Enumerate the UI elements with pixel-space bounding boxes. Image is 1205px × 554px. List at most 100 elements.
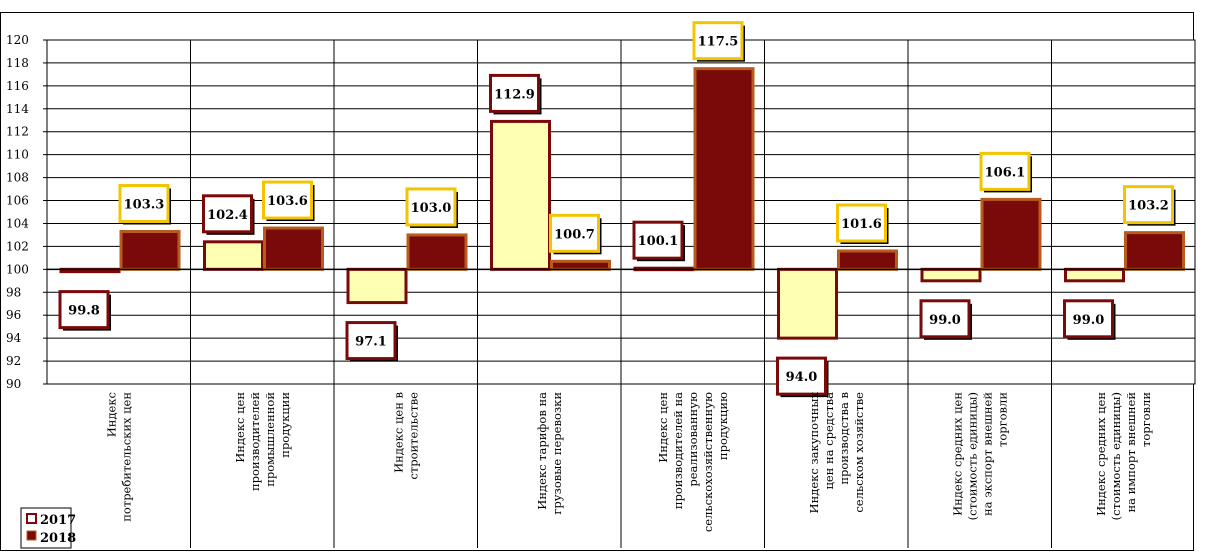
category-label-6-1: (стоимость единицы): [965, 392, 979, 520]
category-dividers: [190, 40, 1052, 548]
category-label-3-0: Индекс тарифов на: [535, 392, 549, 510]
category-label-5-3: сельском хозяйстве: [852, 392, 866, 513]
y-tick-label-118: 118: [6, 56, 29, 70]
category-label-7-1: (стоимость единицы): [1109, 392, 1123, 520]
y-tick-label-116: 116: [6, 79, 29, 93]
bar-2017-5: [777, 267, 838, 340]
category-label-4-1: производителей на: [671, 392, 685, 509]
data-label-2018-6-box: [979, 151, 1031, 191]
y-tick-label-112: 112: [6, 125, 29, 139]
category-label-7-3: торговли: [1139, 392, 1153, 447]
y-axis: 90 92 94 96 98 100 102 104 106 108 110 112 114 116 118…: [6, 33, 47, 391]
data-label-2018-1: 103.6: [267, 194, 308, 209]
data-label-2017-1-box: [202, 194, 253, 234]
data-label-2017-5: 94.0: [786, 370, 818, 385]
data-label-2018-7-box: [1123, 185, 1174, 225]
data-label-2018-0: 103.3: [124, 197, 165, 212]
data-label-2017-7-box: [1063, 299, 1114, 339]
data-label-2018-0-box: [118, 183, 170, 223]
y-tick-label-106: 106: [6, 194, 29, 208]
data-label-2017-3: 112.9: [494, 87, 535, 102]
category-label-5-2: производства в: [837, 392, 851, 485]
data-labels: 99.8 103.3 102.4 103.6 97.1 103.0 112.9 100.7 10…: [58, 21, 1176, 398]
data-label-2018-5-box: [836, 203, 887, 243]
data-label-2017-4-box: [632, 220, 684, 260]
bar-2017-1: [203, 240, 264, 271]
category-label-4-2: реализованную: [686, 392, 700, 487]
bar-2017-7: [1064, 267, 1125, 283]
bar-2017-2: [346, 267, 408, 305]
category-label-3-1: грузовые перевозки: [550, 392, 564, 515]
bar-2018-7: [1124, 231, 1185, 271]
data-label-2018-5: 101.6: [841, 217, 882, 232]
y-tick-label-100: 100: [6, 262, 29, 276]
category-label-6-2: на экспорт внешней: [980, 392, 994, 516]
legend-swatch-2018: [26, 530, 37, 541]
bar-2018-5: [837, 249, 898, 271]
data-label-2017-5-box: [776, 356, 827, 396]
category-label-1-2: промышленной: [263, 392, 277, 487]
y-tick-label-90: 90: [6, 377, 21, 391]
x-axis-labels: Индекс потребительских цен Индекс цен произ…: [104, 391, 1153, 532]
data-label-2017-6: 99.0: [929, 313, 961, 328]
bar-2018-6: [980, 197, 1042, 271]
category-label-7-2: на импорт внешней: [1124, 392, 1138, 513]
category-label-1-3: продукции: [278, 392, 292, 458]
category-label-7-0: Индекс средних цен: [1094, 392, 1108, 516]
data-label-2017-4: 100.1: [638, 234, 679, 249]
bar-2018-0: [119, 229, 181, 271]
data-label-2018-2: 103.0: [411, 201, 452, 216]
y-tick-label-102: 102: [6, 239, 29, 253]
data-label-2017-2-box: [345, 321, 397, 361]
category-label-4-3: сельскохозяйственную: [701, 392, 715, 532]
category-label-2-0: Индекс цен в: [391, 392, 405, 473]
category-label-0-0: Индекс: [104, 392, 118, 437]
bar-2018-3: [550, 259, 611, 271]
data-label-2017-1: 102.4: [207, 208, 248, 223]
data-label-2018-4: 117.5: [698, 35, 739, 50]
category-label-6-0: Индекс средних цен: [950, 392, 964, 516]
category-label-5-1: цен на средства: [822, 392, 836, 490]
category-label-1-1: производителей: [248, 392, 262, 491]
data-label-2017-6-box: [919, 299, 971, 339]
legend-label-2017: 2017: [40, 513, 76, 528]
data-label-2017-7: 99.0: [1073, 313, 1105, 328]
bar-2018-2: [406, 233, 468, 271]
category-label-1-0: Индекс цен: [233, 392, 247, 463]
bars: [59, 67, 1185, 340]
category-label-6-3: торговли: [995, 392, 1009, 447]
data-label-2017-3-box: [489, 73, 540, 113]
category-label-5-0: Индекс закупочных: [807, 391, 821, 513]
data-label-2018-6: 106.1: [985, 165, 1026, 180]
bar-2018-4: [693, 67, 755, 271]
y-tick-label-110: 110: [6, 148, 29, 162]
data-label-2018-3: 100.7: [554, 227, 595, 242]
legend-swatch-2017: [26, 513, 37, 524]
y-tick-label-96: 96: [6, 308, 21, 322]
data-label-2018-3-box: [549, 213, 600, 253]
y-tick-label-108: 108: [6, 171, 29, 185]
data-label-2018-2-box: [405, 187, 457, 227]
legend-label-2018: 2018: [40, 531, 76, 546]
data-label-2017-2: 97.1: [355, 335, 387, 350]
data-label-2018-4-box: [692, 21, 744, 61]
category-label-4-4: продукцию: [716, 392, 730, 460]
category-label-0-1: потребительских цен: [119, 392, 133, 522]
category-label-2-1: строительстве: [406, 392, 420, 480]
y-tick-label-98: 98: [6, 285, 21, 299]
data-label-2017-0-box: [58, 290, 110, 330]
y-tick-label-94: 94: [6, 331, 22, 345]
bar-2017-3: [490, 119, 551, 271]
data-label-2018-7: 103.2: [1128, 199, 1169, 214]
legend: 2017 2018: [20, 507, 76, 549]
legend-box: [20, 507, 72, 549]
category-label-4-0: Индекс цен: [656, 392, 670, 463]
y-tick-label-120: 120: [6, 33, 29, 47]
data-label-2018-1-box: [262, 180, 313, 220]
bar-2018-1: [263, 226, 324, 271]
y-tick-label-104: 104: [6, 216, 29, 230]
y-tick-label-114: 114: [6, 102, 29, 116]
data-label-2017-0: 99.8: [68, 304, 100, 319]
bar-2017-6: [920, 267, 982, 283]
